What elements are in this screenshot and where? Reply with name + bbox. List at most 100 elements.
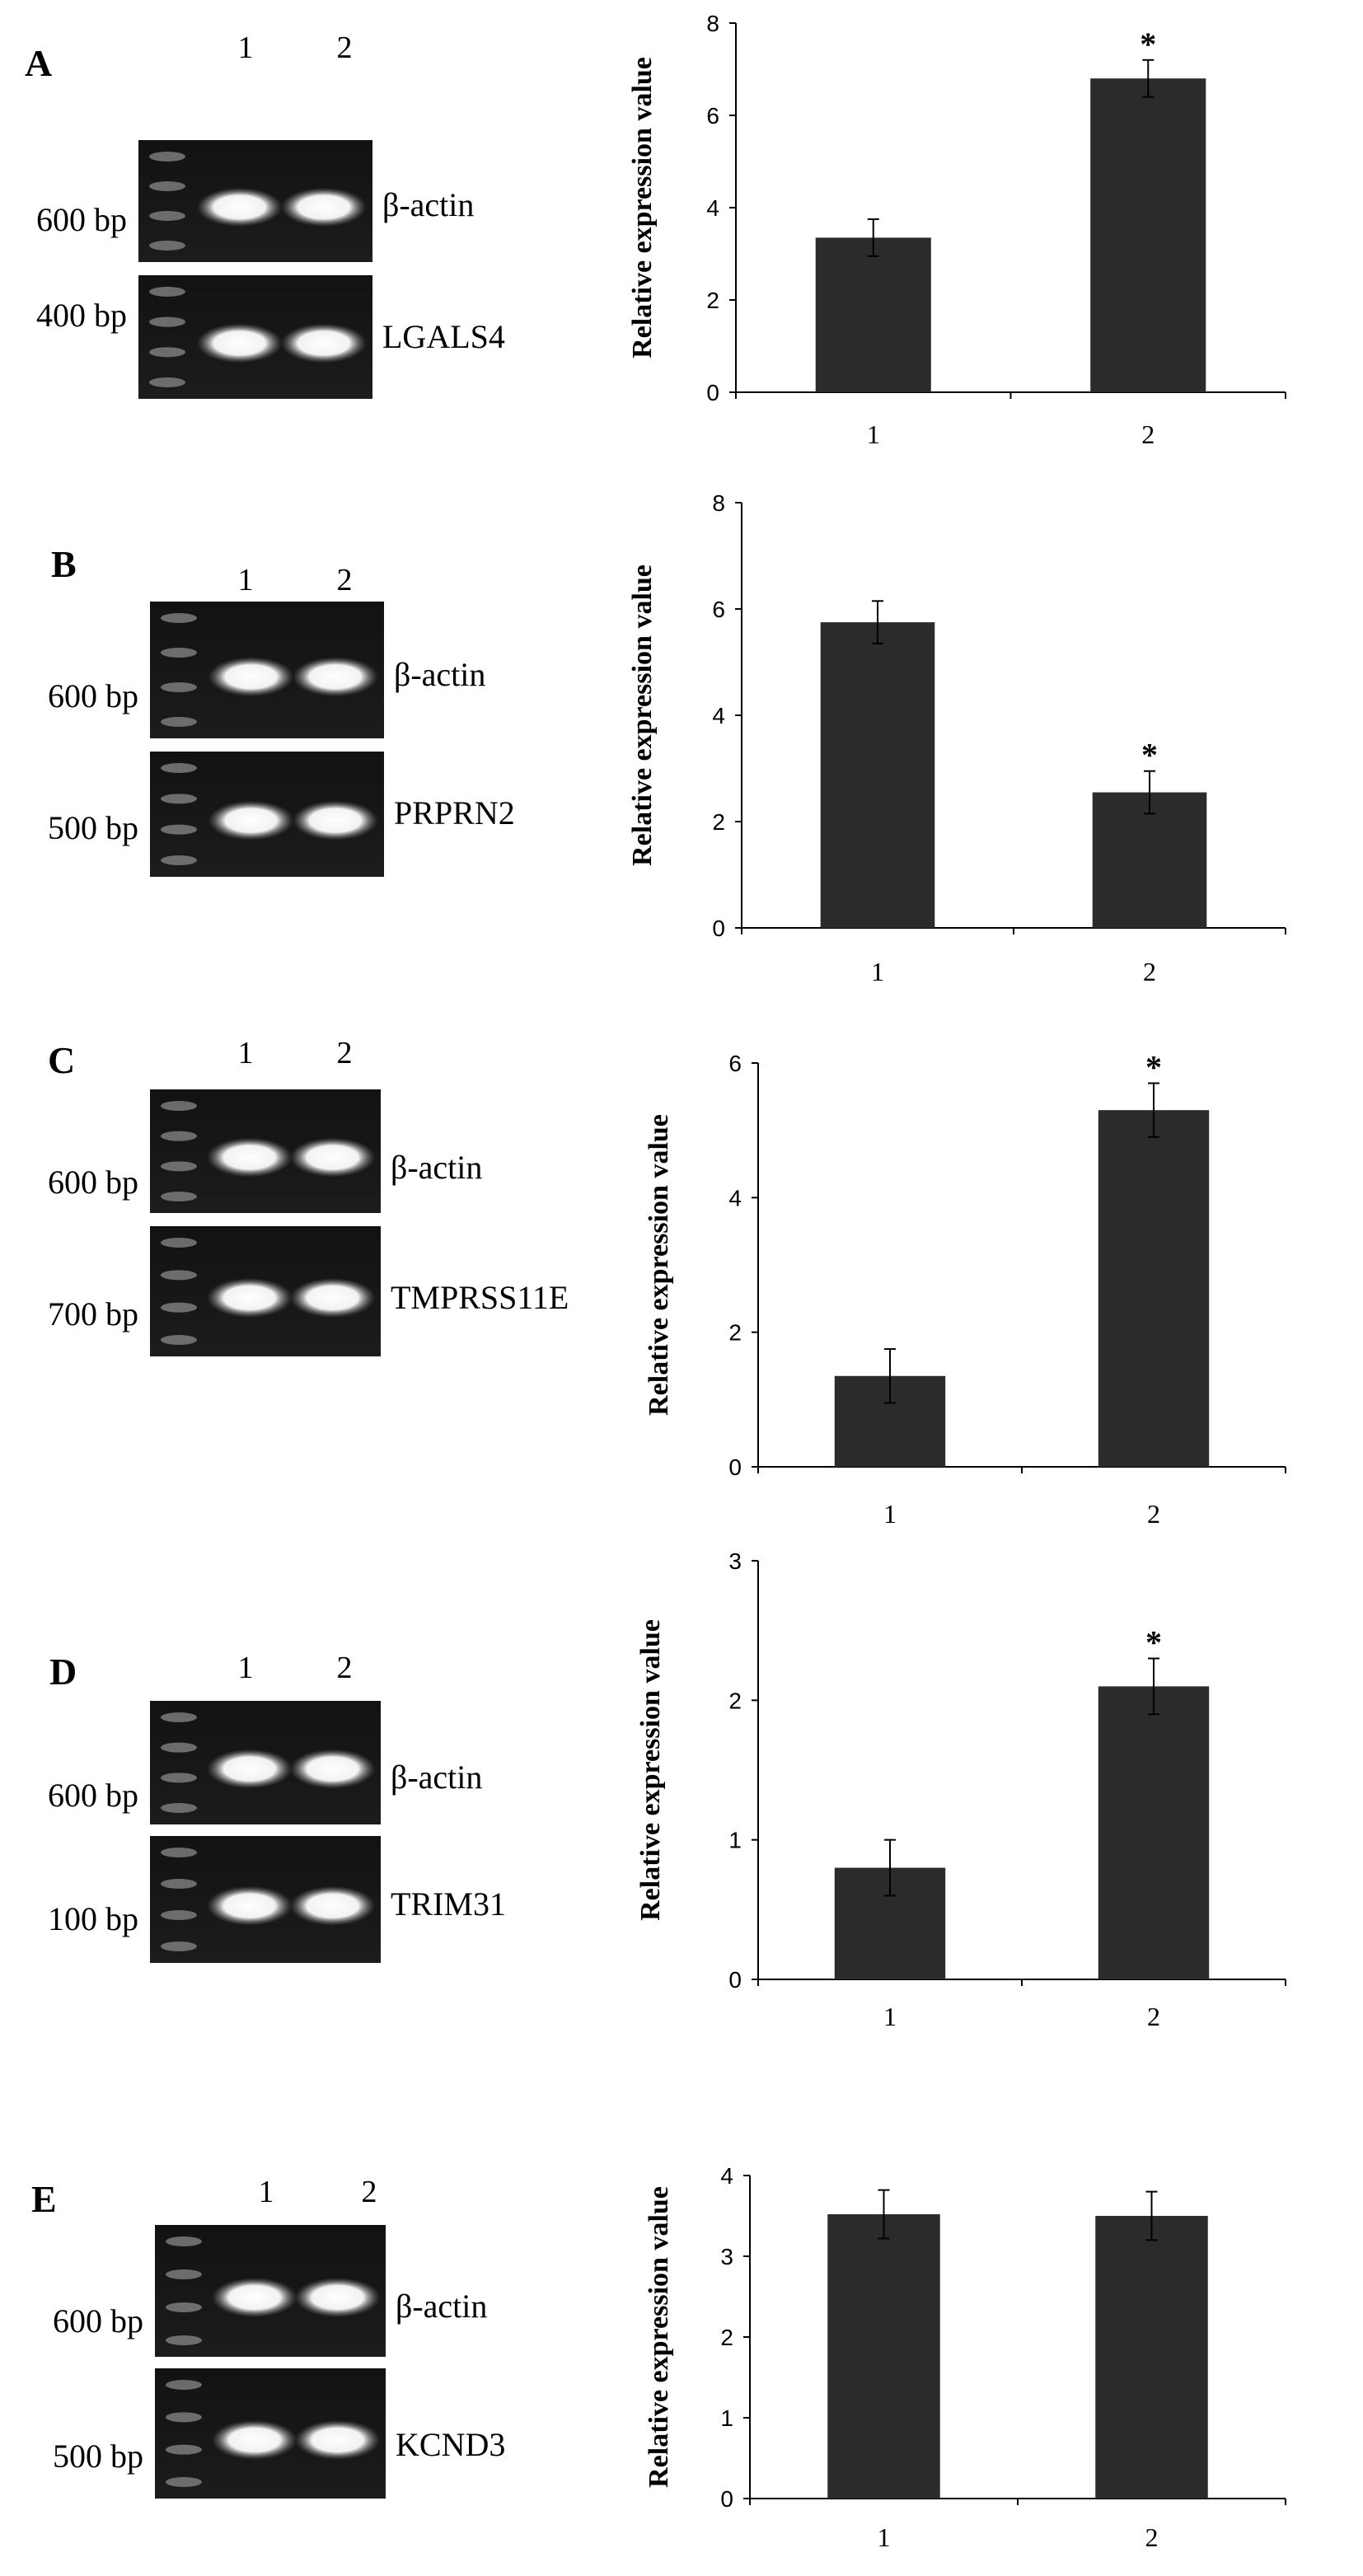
bar	[815, 237, 931, 392]
bar	[827, 2214, 940, 2499]
band-size-label: 600 bp	[53, 2302, 143, 2339]
x-category-label: 2	[1145, 2522, 1159, 2552]
ladder-band	[161, 1335, 197, 1345]
panel-a: A 1 2 600 bp β-actin 400 bp LGALS4	[25, 30, 505, 399]
ladder-band	[166, 2477, 202, 2487]
gel-image	[155, 2368, 386, 2499]
ladder-band	[166, 2412, 202, 2423]
bar-chart-4: 0 1 2 3 Relative expression value 1 * 2	[635, 1548, 1286, 2031]
y-tick-label: 1	[728, 1828, 742, 1853]
band-size-label: 500 bp	[53, 2438, 143, 2475]
ladder-band	[149, 377, 185, 387]
band-size-label: 600 bp	[48, 677, 138, 714]
gel-image	[150, 1701, 381, 1824]
gel-image	[138, 275, 372, 399]
gel-band	[196, 187, 283, 227]
ladder-band	[161, 824, 197, 835]
y-axis-label: Relative expression value	[635, 1619, 666, 1921]
ladder-band	[149, 287, 185, 297]
y-tick-label: 8	[712, 490, 725, 516]
gel-band	[289, 1277, 376, 1318]
bar-chart-1: 0 2 4 6 8 Relative expression value 1 * 2	[627, 11, 1286, 449]
y-tick-label: 0	[720, 2486, 733, 2512]
gel-band	[280, 323, 367, 363]
gel-band	[289, 1885, 376, 1926]
ladder-band	[161, 1161, 197, 1172]
significance-star: *	[1145, 1049, 1162, 1086]
y-tick-label: 2	[720, 2325, 733, 2350]
ladder-band	[161, 1270, 197, 1281]
ladder-band	[161, 1910, 197, 1920]
ladder-band	[149, 241, 185, 251]
ladder-band	[161, 855, 197, 865]
gel-band	[206, 1885, 293, 1926]
y-tick-label: 0	[728, 1454, 742, 1480]
y-tick-label: 4	[720, 2163, 733, 2189]
y-tick-label: 8	[706, 11, 719, 36]
ladder-band	[161, 717, 197, 727]
x-category-label: 1	[871, 957, 884, 986]
band-size-label: 600 bp	[48, 1164, 138, 1201]
bar	[820, 622, 935, 928]
ladder-band	[161, 1712, 197, 1722]
y-tick-label: 2	[728, 1320, 742, 1346]
gene-label: TRIM31	[391, 1885, 506, 1923]
x-category-label: 1	[883, 2002, 897, 2031]
gel-lane-number: 2	[337, 1651, 353, 1685]
y-tick-label: 0	[728, 1967, 742, 1993]
band-size-label: 600 bp	[48, 1777, 138, 1814]
ladder-band	[161, 613, 197, 623]
bar	[1098, 1110, 1210, 1467]
ladder-band	[166, 2335, 202, 2345]
gel-image	[150, 1226, 381, 1356]
bar-chart-3: 0 2 4 6 Relative expression value 1 * 2	[644, 1049, 1286, 1529]
band-size-label: 600 bp	[36, 201, 127, 238]
y-axis-label: Relative expression value	[627, 564, 658, 866]
ladder-band	[149, 211, 185, 221]
y-tick-label: 4	[706, 195, 719, 221]
ladder-band	[161, 1302, 197, 1313]
ladder-band	[161, 682, 197, 692]
ladder-band	[166, 2236, 202, 2246]
x-category-label: 1	[878, 2522, 891, 2552]
gel-band	[294, 2419, 381, 2460]
x-category-label: 1	[867, 419, 880, 449]
panel-e: E 1 2 600 bp β-actin 500 bp KCND3	[31, 2175, 505, 2499]
panel-letter: A	[25, 42, 52, 84]
panel-letter: B	[51, 543, 77, 585]
ladder-band	[161, 1773, 197, 1783]
ladder-band	[161, 763, 197, 773]
y-tick-label: 0	[712, 916, 725, 941]
bar-chart-5: 0 1 2 3 4 Relative expression value 1 2	[644, 2163, 1286, 2552]
gel-band	[196, 323, 283, 363]
ladder-band	[161, 1192, 197, 1201]
gel-band	[292, 657, 378, 697]
ladder-band	[161, 1101, 197, 1111]
gel-lane-number: 2	[337, 563, 353, 597]
gel-image	[138, 140, 372, 262]
band-size-label: 100 bp	[48, 1900, 138, 1937]
y-tick-label: 0	[706, 380, 719, 405]
gel-lane-number: 2	[337, 1036, 353, 1070]
gel-image	[150, 1089, 381, 1213]
ladder-band	[149, 181, 185, 191]
gel-band	[294, 2278, 381, 2317]
gel-band	[206, 1137, 293, 1178]
ladder-band	[149, 152, 185, 162]
y-tick-label: 2	[706, 288, 719, 313]
gel-band	[206, 1277, 293, 1318]
gel-lane-number: 1	[238, 563, 254, 597]
ladder-band	[161, 1131, 197, 1141]
gene-label: PRPRN2	[394, 794, 515, 831]
ladder-band	[149, 347, 185, 358]
ladder-band	[161, 648, 197, 658]
panel-c: C 1 2 600 bp β-actin 700 bp TMPRSS11E	[48, 1036, 569, 1356]
bar-chart-2: 0 2 4 6 8 Relative expression value 1 * 2	[627, 490, 1286, 986]
ladder-band	[166, 2444, 202, 2455]
ladder-band	[166, 2302, 202, 2312]
y-tick-label: 3	[720, 2244, 733, 2269]
gel-band	[289, 1749, 376, 1789]
gene-label: β-actin	[396, 2288, 487, 2325]
gel-lane-number: 1	[259, 2175, 274, 2209]
